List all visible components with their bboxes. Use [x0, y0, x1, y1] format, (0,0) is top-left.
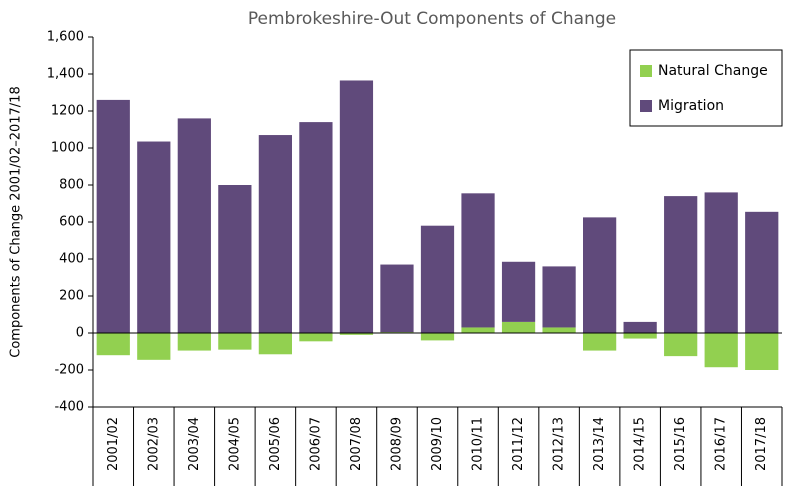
- x-tick-label: 2002/03: [146, 417, 161, 471]
- x-tick-label: 2013/14: [592, 417, 607, 471]
- legend-swatch: [640, 100, 652, 112]
- y-tick-label: 1200: [51, 104, 84, 119]
- bar: [177, 118, 211, 334]
- bar: [542, 327, 576, 333]
- x-tick-label: 2014/15: [633, 417, 648, 471]
- bar: [218, 185, 252, 333]
- bar: [583, 217, 617, 333]
- x-tick-label: 2003/04: [187, 417, 202, 471]
- bar: [420, 333, 455, 341]
- x-tick-label: 2011/12: [511, 417, 526, 471]
- y-tick-label: -400: [54, 400, 84, 415]
- bar: [96, 99, 130, 334]
- bar: [501, 321, 536, 333]
- bar: [96, 333, 130, 356]
- bar: [218, 333, 252, 350]
- y-tick-label: 200: [59, 289, 84, 304]
- x-tick-label: 2004/05: [227, 417, 242, 471]
- bar: [664, 196, 698, 333]
- legend-label: Migration: [658, 98, 724, 114]
- bar: [137, 141, 171, 333]
- x-tick-label: 2016/17: [714, 417, 729, 471]
- legend-box: [629, 49, 783, 127]
- x-tick-label: 2007/08: [349, 417, 364, 471]
- y-tick-label: 1,400: [47, 67, 84, 82]
- bar: [501, 261, 536, 322]
- bar: [339, 333, 374, 335]
- y-tick-label: 1,600: [47, 30, 84, 45]
- bar: [704, 192, 738, 333]
- x-tick-label: 2012/13: [552, 417, 567, 471]
- x-tick-label: 2010/11: [471, 417, 486, 471]
- y-axis-label: Components of Change 2001/02–2017/18: [9, 86, 24, 357]
- chart-title: Pembrokeshire-Out Components of Change: [248, 9, 616, 29]
- bar: [299, 333, 333, 342]
- bar: [745, 333, 779, 370]
- bar: [704, 333, 738, 368]
- y-tick-label: 0: [76, 326, 84, 341]
- y-tick-label: -200: [54, 363, 84, 378]
- bar: [299, 122, 333, 333]
- bar: [461, 193, 495, 328]
- y-tick-label: 400: [59, 252, 84, 267]
- x-tick-label: 2017/18: [754, 417, 769, 471]
- x-tick-label: 2009/10: [430, 417, 445, 471]
- x-tick-label: 2005/06: [268, 417, 283, 471]
- bar: [745, 211, 779, 333]
- x-tick-label: 2015/16: [673, 417, 688, 471]
- y-tick-label: 800: [59, 178, 84, 193]
- bar: [583, 333, 617, 351]
- bar: [258, 135, 292, 333]
- bar: [461, 327, 495, 333]
- bar: [664, 333, 698, 357]
- bar: [623, 333, 657, 339]
- y-tick-label: 600: [59, 215, 84, 230]
- x-tick-label: 2008/09: [389, 417, 404, 471]
- y-tick-label: 1000: [51, 141, 84, 156]
- bar: [177, 333, 211, 351]
- legend-swatch: [640, 65, 652, 77]
- legend-label: Natural Change: [658, 63, 768, 79]
- bar: [420, 225, 455, 333]
- bar: [623, 321, 657, 333]
- x-tick-label: 2001/02: [106, 417, 121, 471]
- bar: [258, 333, 292, 355]
- bar: [542, 266, 576, 328]
- bar: [339, 80, 374, 333]
- bar: [380, 264, 414, 333]
- bar: [137, 333, 171, 360]
- x-tick-label: 2006/07: [308, 417, 323, 471]
